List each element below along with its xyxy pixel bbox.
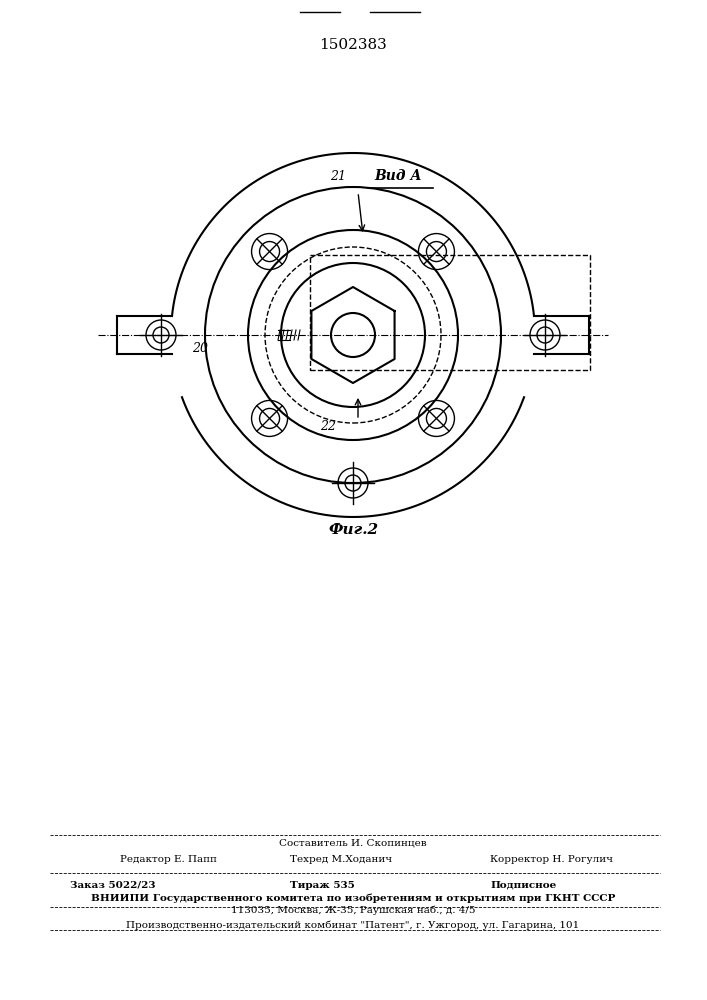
Text: 20: 20 — [192, 342, 208, 355]
Text: 21: 21 — [330, 170, 346, 183]
Text: Техред М.Хoданич: Техред М.Хoданич — [290, 856, 392, 864]
Text: ВНИИПИ Государственного комитета по изобретениям и открытиям при ГКНТ СССР: ВНИИПИ Государственного комитета по изоб… — [90, 893, 615, 903]
Text: Фиг.2: Фиг.2 — [328, 523, 378, 537]
Text: Производственно-издательский комбинат "Патент", г. Ужгород, ул. Гагарина, 101: Производственно-издательский комбинат "П… — [127, 920, 580, 930]
Text: 22: 22 — [320, 420, 336, 433]
Text: Тираж 535: Тираж 535 — [290, 880, 355, 890]
Text: 113035, Москва, Ж-35, Раушская наб., д. 4/5: 113035, Москва, Ж-35, Раушская наб., д. … — [230, 905, 475, 915]
Text: Составитель И. Скопинцев: Составитель И. Скопинцев — [279, 838, 427, 848]
Text: Подписное: Подписное — [490, 880, 556, 890]
Text: Заказ 5022/23: Заказ 5022/23 — [70, 880, 156, 890]
Text: Редактор Е. Папп: Редактор Е. Папп — [120, 856, 217, 864]
Text: Корректор Н. Рогулич: Корректор Н. Рогулич — [490, 856, 613, 864]
Text: 1502383: 1502383 — [319, 38, 387, 52]
Text: Вид А: Вид А — [374, 169, 422, 183]
